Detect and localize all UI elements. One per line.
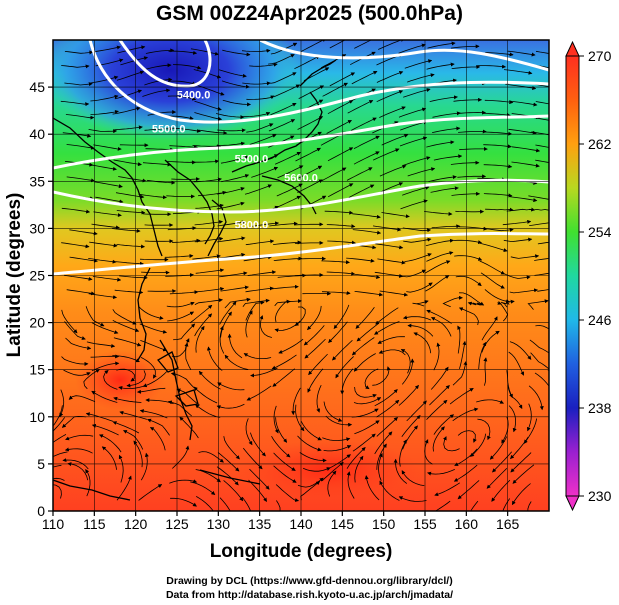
y-tick-label: 45 — [29, 79, 45, 95]
drawing-credit: Drawing by DCL (https://www.gfd-dennou.o… — [166, 575, 453, 587]
y-tick-label: 25 — [29, 268, 45, 284]
contour-label: 5500.0 — [152, 123, 186, 135]
contour-label: 5800.0 — [235, 219, 269, 231]
colorbar-tick-label: 246 — [588, 312, 612, 328]
x-tick-label: 150 — [372, 516, 396, 532]
y-tick-label: 15 — [29, 362, 45, 378]
colorbar-tick-label: 254 — [588, 224, 612, 240]
x-tick-label: 140 — [289, 516, 313, 532]
coastlines — [53, 59, 337, 501]
x-tick-label: 145 — [331, 516, 355, 532]
y-tick-label: 40 — [29, 126, 45, 142]
colorbar-tick-label: 262 — [588, 136, 612, 152]
y-axis: 0 5 10 15 20 25 30 35 40 45 — [29, 79, 53, 519]
x-axis-label: Longitude (degrees) — [210, 541, 393, 562]
x-tick-label: 115 — [83, 516, 106, 532]
y-tick-label: 5 — [37, 456, 45, 472]
contour-label: 5500.0 — [235, 153, 269, 165]
x-axis: 110 115 120 125 130 135 140 145 150 155 160 165 — [42, 511, 520, 532]
x-tick-label: 155 — [413, 516, 437, 532]
chart-title: GSM 00Z24Apr2025 (500.0hPa) — [156, 2, 463, 25]
y-tick-label: 20 — [29, 315, 45, 331]
x-tick-label: 135 — [248, 516, 272, 532]
y-tick-label: 0 — [37, 503, 45, 519]
y-tick-label: 30 — [29, 220, 45, 236]
data-credit: Data from http://database.rish.kyoto-u.a… — [165, 589, 454, 601]
height-contours — [53, 40, 549, 276]
x-tick-label: 125 — [165, 516, 189, 532]
colorbar-tick-label: 230 — [588, 488, 612, 504]
colorbar-tick-label: 238 — [588, 400, 612, 416]
streamlines — [53, 40, 549, 511]
y-tick-label: 10 — [29, 409, 45, 425]
x-tick-label: 110 — [42, 516, 65, 532]
x-tick-label: 120 — [124, 516, 148, 532]
contour-label: 5400.0 — [177, 89, 211, 101]
y-tick-label: 35 — [29, 173, 45, 189]
y-axis-label: Latitude (degrees) — [4, 193, 25, 358]
colorbar-tick-label: 270 — [588, 48, 612, 64]
x-tick-label: 130 — [207, 516, 231, 532]
x-tick-label: 165 — [496, 516, 520, 532]
colorbar: 230 238 246 254 262 270 — [565, 40, 612, 512]
x-tick-label: 160 — [455, 516, 479, 532]
